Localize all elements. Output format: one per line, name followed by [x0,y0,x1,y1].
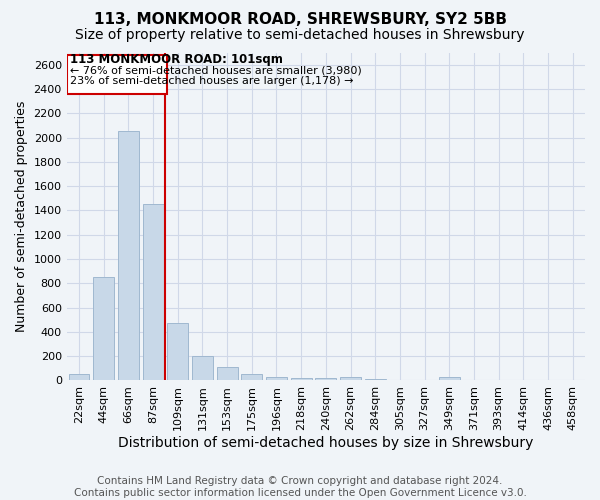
Bar [68,374,89,380]
Text: Contains HM Land Registry data © Crown copyright and database right 2024.
Contai: Contains HM Land Registry data © Crown c… [74,476,526,498]
Bar [439,377,460,380]
Bar [365,379,386,380]
Bar [266,377,287,380]
Bar [217,367,238,380]
Bar [316,378,337,380]
Bar [192,356,213,380]
Bar [167,324,188,380]
Text: 113 MONKMOOR ROAD: 101sqm: 113 MONKMOOR ROAD: 101sqm [70,53,283,66]
Bar [93,277,114,380]
Bar [118,132,139,380]
FancyBboxPatch shape [67,55,167,94]
Bar [340,377,361,380]
Text: Size of property relative to semi-detached houses in Shrewsbury: Size of property relative to semi-detach… [75,28,525,42]
X-axis label: Distribution of semi-detached houses by size in Shrewsbury: Distribution of semi-detached houses by … [118,436,533,450]
Text: ← 76% of semi-detached houses are smaller (3,980): ← 76% of semi-detached houses are smalle… [70,66,361,76]
Text: 23% of semi-detached houses are larger (1,178) →: 23% of semi-detached houses are larger (… [70,76,353,86]
Bar [241,374,262,380]
Text: 113, MONKMOOR ROAD, SHREWSBURY, SY2 5BB: 113, MONKMOOR ROAD, SHREWSBURY, SY2 5BB [94,12,506,28]
Bar [290,378,311,380]
Bar [143,204,164,380]
Y-axis label: Number of semi-detached properties: Number of semi-detached properties [15,101,28,332]
